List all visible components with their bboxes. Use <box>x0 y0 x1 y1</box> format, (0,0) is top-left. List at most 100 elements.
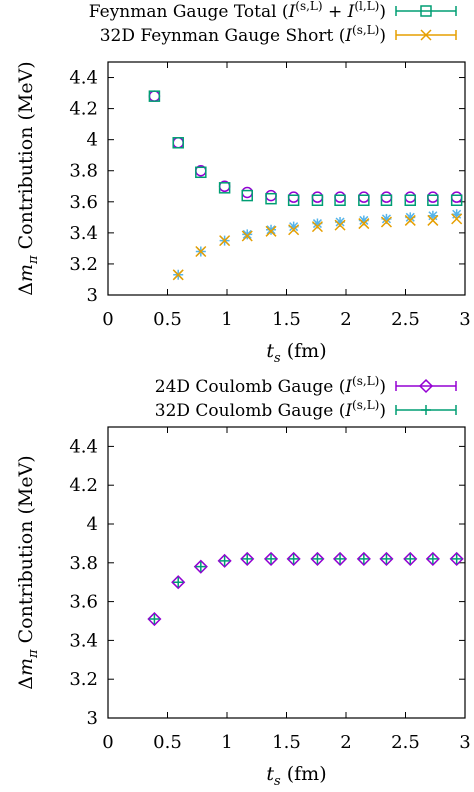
y-tick-label: 3 <box>87 708 98 729</box>
data-point <box>334 191 346 203</box>
x-tick-label: 0 <box>102 732 113 753</box>
x-tick-label: 3 <box>459 732 470 753</box>
data-point <box>173 577 184 588</box>
data-point <box>427 553 438 564</box>
series-32d-feynman-gauge-short-i-s-l <box>172 213 463 281</box>
data-point <box>242 229 253 240</box>
data-point <box>195 245 207 258</box>
data-point <box>358 215 369 226</box>
x-tick-label: 1.5 <box>272 309 301 330</box>
data-point <box>265 192 277 205</box>
y-tick-label: 3.4 <box>69 630 98 651</box>
legend-entry-24d-coulomb-gauge-i-s-l: 24D Coulomb Gauge (I(s,L)​) <box>155 374 457 397</box>
data-point <box>195 166 207 179</box>
data-point <box>334 194 346 206</box>
x-tick-label: 2 <box>340 732 351 753</box>
legend-marker <box>420 29 432 41</box>
data-point <box>450 191 463 203</box>
series-32d-coulomb-gauge-i-s-l <box>149 553 462 625</box>
data-point <box>266 224 277 235</box>
legend-marker <box>418 378 434 394</box>
data-point <box>240 551 255 566</box>
data-point <box>358 218 370 230</box>
series-24d-feynman-gauge-short-i-s-l <box>173 209 462 280</box>
y-tick-label: 3 <box>87 285 98 306</box>
y-tick-label: 4 <box>87 130 98 151</box>
data-point <box>219 235 231 247</box>
data-point <box>265 189 277 202</box>
data-point <box>405 553 416 564</box>
data-point <box>287 194 300 206</box>
y-tick-label: 3.8 <box>69 161 98 182</box>
data-point <box>241 189 253 202</box>
data-point <box>288 224 300 236</box>
data-point <box>404 214 416 226</box>
data-point <box>451 553 462 564</box>
legend-entry-32d-feynman-gauge-short-i-s-l: 32D Feynman Gauge Short (I(s,L)​) <box>100 23 457 46</box>
x-tick-label: 1 <box>221 732 232 753</box>
data-point <box>286 551 301 566</box>
y-tick-label: 4.4 <box>69 68 98 89</box>
data-point <box>449 551 464 566</box>
data-point <box>171 575 186 590</box>
legend-label-1-1: 32D Coulomb Gauge (I(s,L)​) <box>155 398 386 421</box>
data-point <box>311 221 323 233</box>
data-point <box>148 90 161 102</box>
x-tick-label: 0.5 <box>153 309 182 330</box>
y-tick-label: 3.4 <box>69 223 98 244</box>
data-point <box>381 553 392 564</box>
data-point <box>380 216 392 228</box>
data-point <box>379 551 394 566</box>
y-tick-label: 3.8 <box>69 553 98 574</box>
plot-frame <box>107 426 466 719</box>
data-point <box>335 216 346 227</box>
series-24d-feynman-gauge-total-i-s-l-i-l-l <box>148 90 463 203</box>
data-point <box>427 191 439 203</box>
y-tick-label: 3.6 <box>69 192 98 213</box>
x-tick-label: 1.5 <box>272 732 301 753</box>
panel-bottom: 0 0.5 1 1.5 2 2.5 3 3 3.2 3.4 3.6 3.8 4 4.2 4.4 ts (fm)… <box>15 374 471 789</box>
x-axis-label: ts (fm) <box>266 763 326 789</box>
y-tick-label: 3.6 <box>69 592 98 613</box>
data-point <box>193 559 208 574</box>
y-tick-label: 4.4 <box>69 436 98 457</box>
x-tick-label: 1 <box>221 309 232 330</box>
data-point <box>288 221 299 232</box>
data-point <box>404 191 417 203</box>
data-point <box>312 553 323 564</box>
y-tick-label: 4 <box>87 514 98 535</box>
data-point <box>427 210 438 221</box>
data-point <box>427 214 439 226</box>
data-point <box>311 194 324 206</box>
data-point <box>310 551 325 566</box>
data-point <box>332 551 348 566</box>
data-point <box>263 551 279 566</box>
y-tick-label: 4.2 <box>69 99 98 120</box>
data-point <box>241 186 253 199</box>
plot-frame <box>107 61 466 296</box>
y-tick-label: 3.2 <box>69 669 98 690</box>
data-point <box>172 137 184 149</box>
data-point <box>265 225 277 237</box>
data-point <box>427 194 439 206</box>
data-point <box>266 553 277 564</box>
data-point <box>287 191 300 203</box>
x-tick-label: 0.5 <box>153 732 182 753</box>
data-point <box>147 611 162 627</box>
data-point <box>358 191 370 203</box>
data-point <box>217 553 232 568</box>
series-feynman-gauge-total-i-s-l-i-l-l <box>148 90 463 206</box>
data-point <box>195 561 206 572</box>
data-point <box>335 553 346 564</box>
y-axis-label: Δmπ Contribution (MeV) <box>15 61 41 295</box>
data-point <box>172 269 184 281</box>
x-axis-label: ts (fm) <box>266 340 326 366</box>
data-point <box>358 553 369 564</box>
data-point <box>219 555 230 566</box>
data-point <box>404 194 417 206</box>
data-point <box>450 194 463 206</box>
data-point <box>381 213 392 224</box>
legend-label-0-0: Feynman Gauge Total (I(s,L)​ + I(l,L)​) <box>89 0 386 22</box>
data-point <box>311 191 324 203</box>
legend-label-1-0: 24D Coulomb Gauge (I(s,L)​) <box>155 374 386 397</box>
